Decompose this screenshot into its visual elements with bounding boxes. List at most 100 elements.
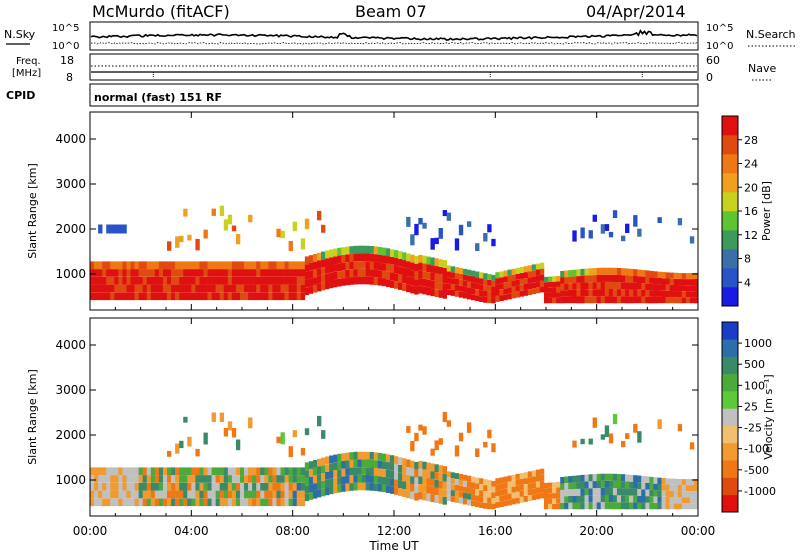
velocity-cell xyxy=(633,475,638,482)
power-cell xyxy=(689,236,695,244)
velocity-cell xyxy=(608,473,614,481)
power-cell xyxy=(568,276,573,284)
power-cell xyxy=(276,269,281,277)
velocity-cell xyxy=(673,491,679,498)
velocity-cell xyxy=(689,503,695,510)
power-cell xyxy=(410,234,415,246)
power-cell xyxy=(312,269,318,278)
velocity-cell xyxy=(600,434,606,440)
velocity-cell xyxy=(560,502,565,510)
velocity-cell xyxy=(118,490,123,499)
power-cell xyxy=(402,283,407,291)
velocity-cell xyxy=(98,482,103,491)
velocity-cell xyxy=(361,482,366,491)
power-cell xyxy=(203,229,208,239)
velocity-cell xyxy=(483,485,488,491)
velocity-cell xyxy=(377,452,383,461)
velocity-cell xyxy=(657,484,662,491)
velocity-colorbar-swatch xyxy=(722,356,738,375)
power-cell xyxy=(653,277,658,285)
velocity-cell xyxy=(564,502,569,510)
velocity-cell xyxy=(657,490,662,497)
power-cell xyxy=(475,295,480,302)
velocity-cell xyxy=(187,498,192,507)
power-cell xyxy=(491,286,496,292)
power-cell xyxy=(300,276,306,285)
velocity-cell xyxy=(276,498,281,507)
velocity-cell xyxy=(625,433,630,439)
velocity-cell xyxy=(146,482,152,491)
power-cell xyxy=(430,238,435,250)
power-cell xyxy=(620,235,626,242)
velocity-cell xyxy=(515,479,520,486)
power-cell xyxy=(576,282,581,290)
velocity-cell xyxy=(568,489,573,496)
power-cell xyxy=(665,278,670,285)
power-cell xyxy=(150,261,156,270)
power-cell xyxy=(369,261,375,270)
velocity-cell xyxy=(629,502,634,510)
power-cell xyxy=(292,276,298,285)
power-cell xyxy=(681,291,687,298)
velocity-cell xyxy=(616,495,622,503)
power-cell xyxy=(300,269,306,277)
velocity-cell xyxy=(333,470,338,478)
power-cell xyxy=(471,270,476,277)
nsky-bottom-tick: 10^0 xyxy=(52,41,79,52)
power-cell xyxy=(223,219,229,231)
power-cell xyxy=(625,275,630,283)
power-cell xyxy=(665,290,670,298)
power-cell xyxy=(458,285,464,292)
velocity-cell xyxy=(122,498,127,507)
power-cell xyxy=(402,260,407,268)
power-cell xyxy=(625,296,630,304)
velocity-cell xyxy=(353,459,358,468)
power-cell xyxy=(256,269,261,277)
velocity-cell xyxy=(215,490,220,499)
power-cell xyxy=(645,283,650,291)
velocity-cell xyxy=(535,469,541,476)
power-cell xyxy=(641,283,646,290)
velocity-cell xyxy=(462,480,468,487)
power-cell xyxy=(641,296,646,304)
power-cell xyxy=(114,276,119,285)
velocity-cell xyxy=(260,490,265,499)
velocity-cell xyxy=(345,460,350,468)
power-cell xyxy=(422,222,427,229)
velocity-cell xyxy=(134,475,139,483)
velocity-cell xyxy=(239,475,245,483)
power-cell xyxy=(288,241,293,252)
power-cell xyxy=(410,285,415,294)
power-cell xyxy=(479,296,484,302)
power-cell xyxy=(98,284,103,293)
velocity-cell xyxy=(685,479,691,486)
velocity-cell xyxy=(167,450,172,457)
power-cell xyxy=(369,269,375,277)
velocity-cell xyxy=(641,482,646,490)
power-cell xyxy=(162,292,168,301)
velocity-cell xyxy=(389,486,395,494)
velocity-cell xyxy=(458,491,464,498)
power-cell xyxy=(199,269,204,277)
power-cell xyxy=(179,292,184,301)
power-cell xyxy=(98,224,103,234)
power-cell xyxy=(531,288,537,295)
velocity-cell xyxy=(507,487,512,494)
power-cell xyxy=(118,269,123,277)
velocity-cell xyxy=(527,483,533,490)
power-cell xyxy=(94,284,99,293)
power-cell xyxy=(207,269,212,277)
power-cell xyxy=(345,269,350,278)
velocity-cell xyxy=(491,443,496,453)
velocity-cell xyxy=(365,482,370,491)
velocity-cell xyxy=(138,498,143,507)
power-cell xyxy=(625,289,630,297)
velocity-cell xyxy=(633,495,638,503)
freq-label-1: Freq. xyxy=(16,56,41,67)
power-cell xyxy=(110,292,115,301)
power-cell xyxy=(556,292,561,298)
power-cell xyxy=(637,276,642,283)
velocity-cell xyxy=(126,490,131,499)
velocity-cell xyxy=(150,475,156,483)
